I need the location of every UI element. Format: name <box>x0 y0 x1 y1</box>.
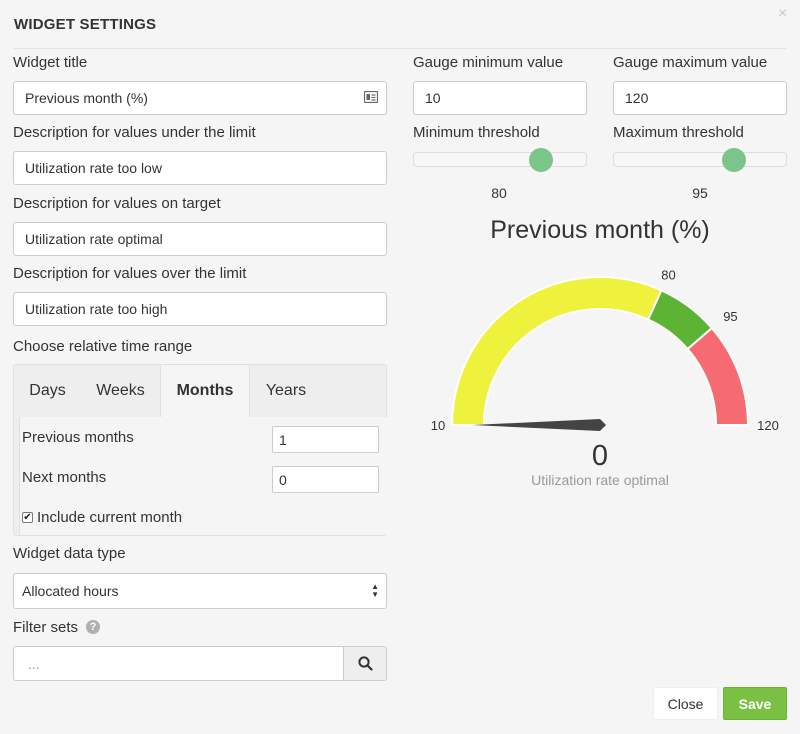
time-range-panel: Days Weeks Months Years Previous months … <box>13 364 387 536</box>
gauge-title: Previous month (%) <box>490 216 710 244</box>
desc-over-value: Utilization rate too high <box>25 301 168 317</box>
checkmark-icon: ✔ <box>23 511 32 523</box>
desc-on-value: Utilization rate optimal <box>25 231 163 247</box>
select-arrows-icon: ▲ ▼ <box>371 582 379 599</box>
filter-search-button[interactable] <box>343 646 387 681</box>
widget-title-value: Previous month (%) <box>25 90 148 106</box>
include-current-label: Include current month <box>37 509 183 526</box>
text-field-icon <box>364 91 378 103</box>
gauge-max-label: 120 <box>757 418 779 433</box>
min-threshold-slider[interactable] <box>413 152 587 167</box>
next-months-label: Next months <box>22 469 107 486</box>
max-threshold-handle[interactable] <box>722 148 746 172</box>
gauge-low-threshold-label: 80 <box>661 267 675 282</box>
desc-under-label: Description for values under the limit <box>13 124 256 141</box>
tab-days[interactable]: Days <box>29 382 66 399</box>
gauge-max-value: 120 <box>625 90 649 106</box>
gauge-chart: 10 120 80 95 <box>431 267 779 433</box>
close-button[interactable]: Close <box>653 687 718 720</box>
filter-sets-label: Filter sets <box>13 619 79 636</box>
gauge-max-input[interactable]: 120 <box>613 81 787 115</box>
filter-sets-input[interactable]: ... <box>13 646 344 681</box>
max-threshold-value: 95 <box>692 185 708 201</box>
desc-under-input[interactable]: Utilization rate too low <box>13 151 387 185</box>
gauge-status: Utilization rate optimal <box>531 472 669 488</box>
desc-over-label: Description for values over the limit <box>13 265 247 282</box>
desc-on-label: Description for values on target <box>13 195 221 212</box>
gauge-arc-over <box>686 326 750 426</box>
max-threshold-label: Maximum threshold <box>613 124 744 141</box>
gauge-value: 0 <box>591 440 609 472</box>
data-type-value: Allocated hours <box>22 583 119 599</box>
max-threshold-slider[interactable] <box>613 152 787 167</box>
gauge-min-label: 10 <box>431 418 445 433</box>
desc-under-value: Utilization rate too low <box>25 160 162 176</box>
min-threshold-label: Minimum threshold <box>413 124 540 141</box>
help-icon[interactable]: ? <box>86 620 100 634</box>
gauge-arc-under <box>450 276 663 426</box>
filter-sets-placeholder: ... <box>28 655 40 672</box>
close-icon[interactable]: × <box>778 5 788 22</box>
tab-weeks[interactable]: Weeks <box>96 382 145 399</box>
next-months-input[interactable]: 0 <box>272 466 379 493</box>
gauge-min-value: 10 <box>425 90 441 106</box>
gauge-high-threshold-label: 95 <box>723 309 737 324</box>
next-months-value: 0 <box>279 471 287 488</box>
tab-years[interactable]: Years <box>265 382 307 399</box>
data-type-select[interactable]: Allocated hours ▲ ▼ <box>13 573 387 609</box>
search-icon <box>357 656 373 671</box>
time-range-label: Choose relative time range <box>13 338 193 355</box>
save-button[interactable]: Save <box>723 687 787 720</box>
min-threshold-value: 80 <box>491 185 507 201</box>
months-tab-content: Previous months 1 Next months 0 ✔ Includ… <box>19 417 387 535</box>
tab-months[interactable]: Months <box>160 365 250 417</box>
gauge-needle <box>472 419 606 431</box>
desc-on-input[interactable]: Utilization rate optimal <box>13 222 387 256</box>
widget-title-input[interactable]: Previous month (%) <box>13 81 387 115</box>
widget-title-label: Widget title <box>13 54 88 71</box>
previous-months-value: 1 <box>279 431 287 448</box>
previous-months-input[interactable]: 1 <box>272 426 379 453</box>
previous-months-label: Previous months <box>22 429 134 446</box>
gauge-max-label: Gauge maximum value <box>613 54 768 71</box>
gauge-min-input[interactable]: 10 <box>413 81 587 115</box>
min-threshold-handle[interactable] <box>529 148 553 172</box>
modal-title: WIDGET SETTINGS <box>14 16 157 33</box>
include-current-checkbox[interactable]: ✔ <box>22 512 33 523</box>
gauge-min-label: Gauge minimum value <box>413 54 564 71</box>
header-divider <box>14 48 786 49</box>
data-type-label: Widget data type <box>13 545 126 562</box>
desc-over-input[interactable]: Utilization rate too high <box>13 292 387 326</box>
